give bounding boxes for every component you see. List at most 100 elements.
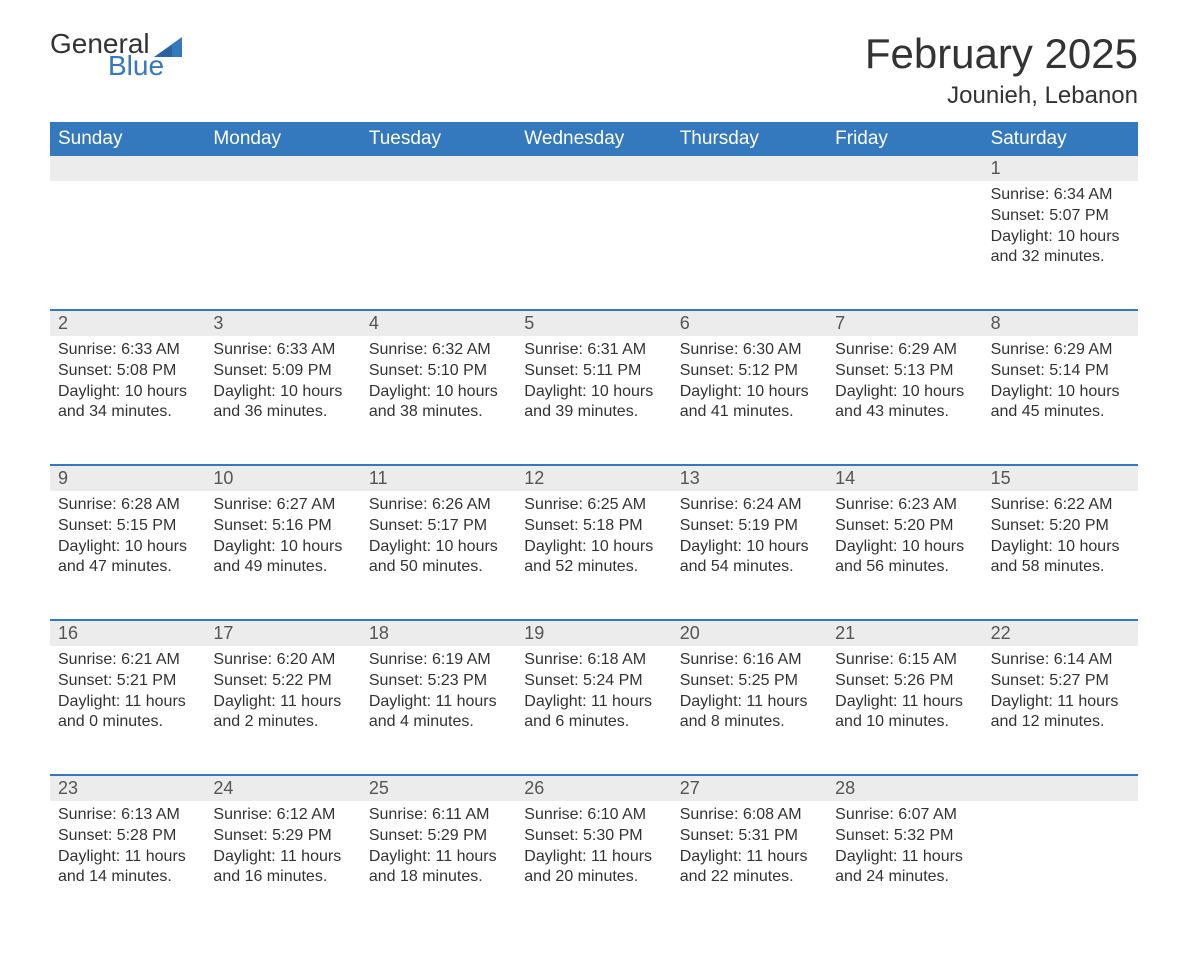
day-number: 26 [516,776,671,801]
month-title: February 2025 [865,30,1138,78]
week-row: Sunrise: 6:13 AMSunset: 5:28 PMDaylight:… [50,801,1138,929]
week-row: Sunrise: 6:28 AMSunset: 5:15 PMDaylight:… [50,491,1138,619]
day-cell: Sunrise: 6:30 AMSunset: 5:12 PMDaylight:… [672,336,827,464]
day-cell: Sunrise: 6:29 AMSunset: 5:13 PMDaylight:… [827,336,982,464]
sunset-line: Sunset: 5:10 PM [369,361,508,382]
day-cell: Sunrise: 6:21 AMSunset: 5:21 PMDaylight:… [50,646,205,774]
sunset-line: Sunset: 5:08 PM [58,361,197,382]
sunrise-line: Sunrise: 6:07 AM [835,805,974,826]
day-number: 11 [361,466,516,491]
daylight-line: Daylight: 11 hours and 4 minutes. [369,692,508,734]
sunrise-line: Sunrise: 6:29 AM [991,340,1130,361]
day-number: 21 [827,621,982,646]
daylight-line: Daylight: 11 hours and 10 minutes. [835,692,974,734]
sunset-line: Sunset: 5:30 PM [524,826,663,847]
day-number: 25 [361,776,516,801]
day-cell: Sunrise: 6:31 AMSunset: 5:11 PMDaylight:… [516,336,671,464]
sunset-line: Sunset: 5:26 PM [835,671,974,692]
sunrise-line: Sunrise: 6:15 AM [835,650,974,671]
day-number: 10 [205,466,360,491]
sunset-line: Sunset: 5:23 PM [369,671,508,692]
day-cell: Sunrise: 6:19 AMSunset: 5:23 PMDaylight:… [361,646,516,774]
sunrise-line: Sunrise: 6:20 AM [213,650,352,671]
daylight-line: Daylight: 10 hours and 34 minutes. [58,382,197,424]
day-number [205,156,360,181]
sunrise-line: Sunrise: 6:23 AM [835,495,974,516]
day-number: 28 [827,776,982,801]
location: Jounieh, Lebanon [865,82,1138,110]
daynum-strip: 9101112131415 [50,464,1138,491]
sunset-line: Sunset: 5:31 PM [680,826,819,847]
sunrise-line: Sunrise: 6:08 AM [680,805,819,826]
day-cell: Sunrise: 6:33 AMSunset: 5:09 PMDaylight:… [205,336,360,464]
day-cell: Sunrise: 6:24 AMSunset: 5:19 PMDaylight:… [672,491,827,619]
sunrise-line: Sunrise: 6:31 AM [524,340,663,361]
title-block: February 2025 Jounieh, Lebanon [865,30,1138,110]
sunrise-line: Sunrise: 6:32 AM [369,340,508,361]
day-number: 16 [50,621,205,646]
day-cell: Sunrise: 6:33 AMSunset: 5:08 PMDaylight:… [50,336,205,464]
sunrise-line: Sunrise: 6:19 AM [369,650,508,671]
day-cell [361,181,516,309]
weekday-label: Saturday [983,122,1138,156]
daylight-line: Daylight: 11 hours and 12 minutes. [991,692,1130,734]
day-number: 19 [516,621,671,646]
sunrise-line: Sunrise: 6:24 AM [680,495,819,516]
day-cell: Sunrise: 6:08 AMSunset: 5:31 PMDaylight:… [672,801,827,929]
sunrise-line: Sunrise: 6:21 AM [58,650,197,671]
day-cell: Sunrise: 6:20 AMSunset: 5:22 PMDaylight:… [205,646,360,774]
sunset-line: Sunset: 5:24 PM [524,671,663,692]
sunset-line: Sunset: 5:21 PM [58,671,197,692]
sunset-line: Sunset: 5:18 PM [524,516,663,537]
sunset-line: Sunset: 5:15 PM [58,516,197,537]
day-cell: Sunrise: 6:32 AMSunset: 5:10 PMDaylight:… [361,336,516,464]
sunrise-line: Sunrise: 6:25 AM [524,495,663,516]
sunrise-line: Sunrise: 6:30 AM [680,340,819,361]
sunset-line: Sunset: 5:20 PM [991,516,1130,537]
daynum-strip: 232425262728 [50,774,1138,801]
weekday-label: Tuesday [361,122,516,156]
sunrise-line: Sunrise: 6:34 AM [991,185,1130,206]
sunrise-line: Sunrise: 6:13 AM [58,805,197,826]
daylight-line: Daylight: 10 hours and 38 minutes. [369,382,508,424]
day-number [983,776,1138,801]
header: General Blue February 2025 Jounieh, Leba… [50,30,1138,110]
day-number: 1 [983,156,1138,181]
day-number: 20 [672,621,827,646]
day-cell: Sunrise: 6:07 AMSunset: 5:32 PMDaylight:… [827,801,982,929]
weekday-label: Wednesday [516,122,671,156]
day-number [672,156,827,181]
daylight-line: Daylight: 10 hours and 56 minutes. [835,537,974,579]
day-cell: Sunrise: 6:13 AMSunset: 5:28 PMDaylight:… [50,801,205,929]
daylight-line: Daylight: 11 hours and 6 minutes. [524,692,663,734]
weekday-label: Friday [827,122,982,156]
day-cell [205,181,360,309]
day-cell: Sunrise: 6:27 AMSunset: 5:16 PMDaylight:… [205,491,360,619]
sunrise-line: Sunrise: 6:18 AM [524,650,663,671]
day-number [827,156,982,181]
day-number: 18 [361,621,516,646]
logo-text-blue: Blue [108,52,182,80]
day-number [50,156,205,181]
daylight-line: Daylight: 10 hours and 52 minutes. [524,537,663,579]
daylight-line: Daylight: 10 hours and 36 minutes. [213,382,352,424]
sunrise-line: Sunrise: 6:12 AM [213,805,352,826]
daylight-line: Daylight: 10 hours and 47 minutes. [58,537,197,579]
day-cell: Sunrise: 6:11 AMSunset: 5:29 PMDaylight:… [361,801,516,929]
sunset-line: Sunset: 5:16 PM [213,516,352,537]
day-cell: Sunrise: 6:29 AMSunset: 5:14 PMDaylight:… [983,336,1138,464]
sunrise-line: Sunrise: 6:14 AM [991,650,1130,671]
daynum-strip: 2345678 [50,309,1138,336]
sunset-line: Sunset: 5:32 PM [835,826,974,847]
daylight-line: Daylight: 10 hours and 43 minutes. [835,382,974,424]
day-number: 12 [516,466,671,491]
day-number: 5 [516,311,671,336]
daylight-line: Daylight: 10 hours and 45 minutes. [991,382,1130,424]
day-number: 8 [983,311,1138,336]
sunset-line: Sunset: 5:09 PM [213,361,352,382]
daylight-line: Daylight: 11 hours and 24 minutes. [835,847,974,889]
sunrise-line: Sunrise: 6:29 AM [835,340,974,361]
day-cell: Sunrise: 6:12 AMSunset: 5:29 PMDaylight:… [205,801,360,929]
sunrise-line: Sunrise: 6:33 AM [213,340,352,361]
sunrise-line: Sunrise: 6:10 AM [524,805,663,826]
